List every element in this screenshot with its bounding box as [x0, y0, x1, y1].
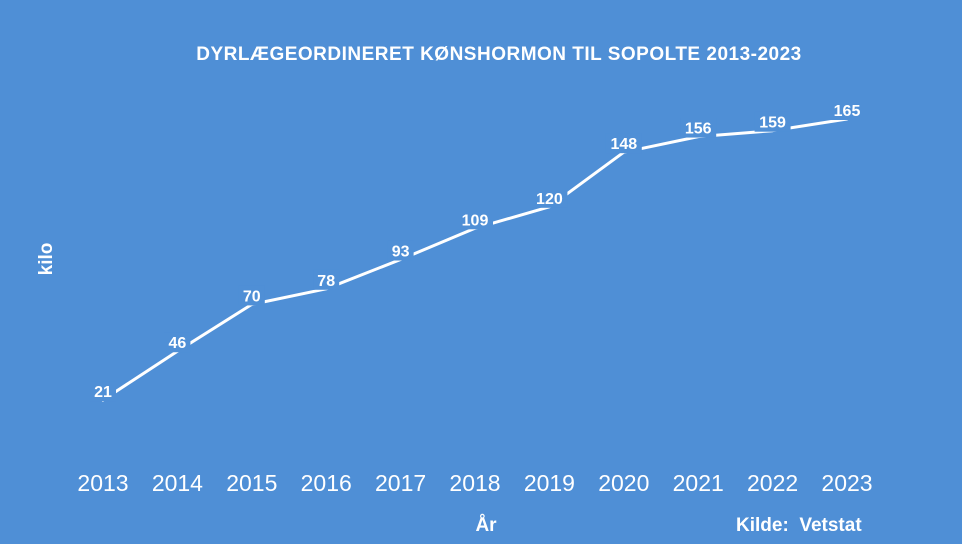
data-label: 156	[685, 121, 712, 138]
data-label: 93	[392, 244, 410, 261]
data-label-bg	[605, 133, 642, 154]
source-note: Kilde: Vetstat	[736, 515, 862, 536]
chart-title: DYRLÆGEORDINERET KØNSHORMON TIL SOPOLTE …	[196, 44, 802, 65]
data-label: 46	[169, 335, 187, 352]
data-label-bg	[387, 240, 414, 261]
data-label: 148	[610, 136, 637, 153]
x-tick-label: 2023	[821, 470, 872, 496]
x-tick-label: 2019	[524, 470, 575, 496]
data-label-bg	[313, 269, 340, 290]
x-tick-label: 2013	[77, 470, 128, 496]
data-label: 78	[317, 273, 335, 290]
data-label: 165	[834, 103, 861, 120]
x-tick-label: 2016	[301, 470, 352, 496]
data-label-bg	[164, 332, 191, 353]
x-tick-label: 2017	[375, 470, 426, 496]
data-label: 120	[536, 191, 563, 208]
x-tick-label: 2014	[152, 470, 203, 496]
data-label-bg	[754, 111, 791, 132]
data-label-bg	[457, 209, 493, 230]
data-label-bg	[90, 381, 116, 402]
x-tick-label: 2020	[598, 470, 649, 496]
data-label-bg	[829, 100, 865, 120]
data-label: 109	[462, 212, 489, 229]
x-tick-label: 2022	[747, 470, 798, 496]
data-label-bg	[680, 117, 717, 138]
x-axis-label: År	[475, 515, 497, 536]
data-label-bg	[238, 285, 265, 306]
data-label: 21	[94, 384, 112, 401]
x-tick-label: 2021	[673, 470, 724, 496]
x-tick-label: 2018	[449, 470, 500, 496]
x-tick-label: 2015	[226, 470, 277, 496]
data-label: 159	[759, 115, 786, 132]
data-label: 70	[243, 288, 261, 305]
data-label-bg	[531, 187, 568, 208]
